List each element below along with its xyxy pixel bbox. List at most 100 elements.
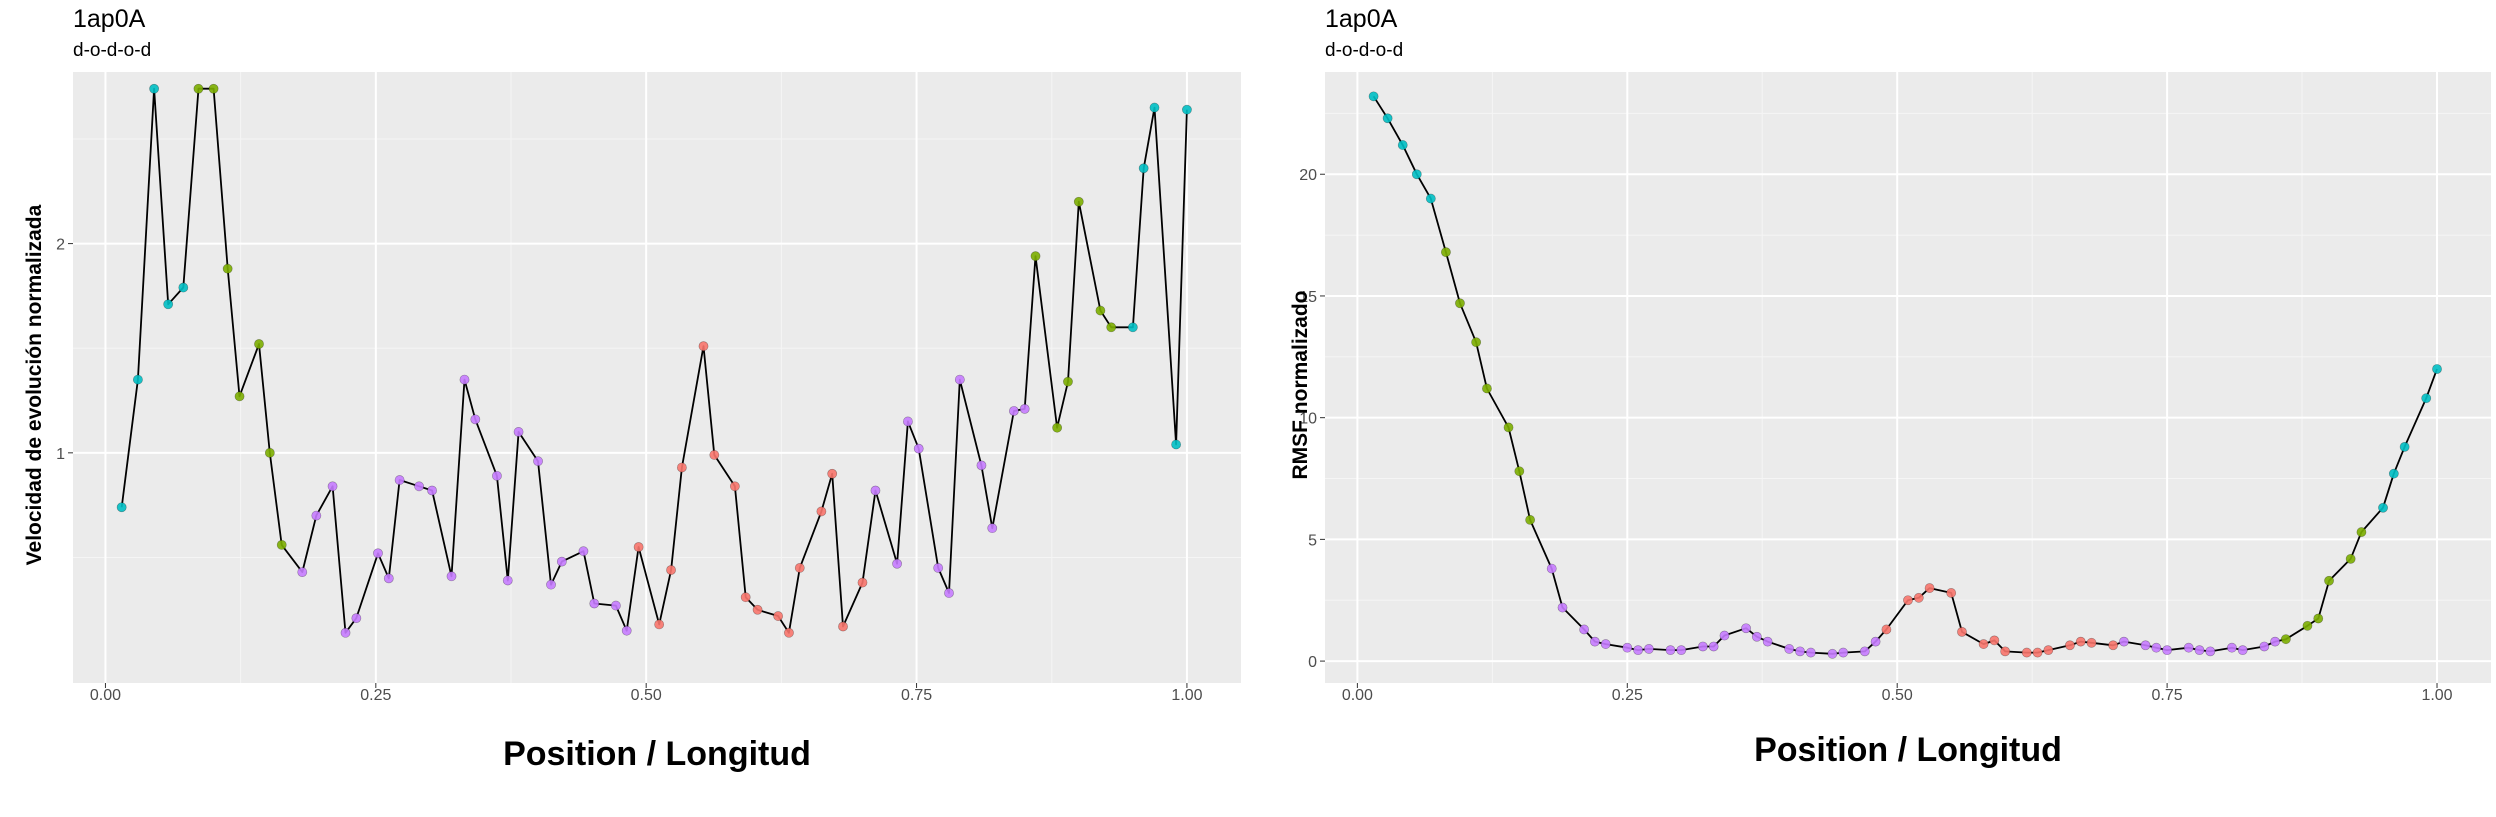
- data-point: [827, 468, 838, 479]
- data-point: [264, 447, 275, 458]
- data-point: [297, 567, 308, 577]
- data-point: [2237, 645, 2248, 656]
- data-point: [944, 588, 954, 598]
- data-point: [2356, 527, 2367, 537]
- data-point: [2065, 640, 2075, 651]
- data-point: [208, 83, 219, 94]
- data-point: [740, 592, 751, 603]
- x-axis-label: Position / Longitud: [1754, 731, 2062, 769]
- data-point: [698, 341, 709, 352]
- data-point: [470, 414, 481, 425]
- data-point: [2378, 502, 2388, 513]
- data-point: [276, 539, 287, 550]
- data-point: [2183, 642, 2194, 653]
- data-point: [1827, 648, 1838, 659]
- x-tick-label: 0.50: [631, 687, 662, 704]
- data-point: [2194, 645, 2205, 656]
- data-point: [2388, 468, 2399, 479]
- y-axis-label: Velocidad de evolución normalizada: [23, 204, 46, 566]
- data-point: [1805, 647, 1816, 658]
- data-point: [1368, 91, 1379, 102]
- data-point: [1149, 102, 1160, 113]
- y-tick-label: 2: [56, 237, 65, 254]
- data-point: [816, 506, 827, 517]
- y-tick-label: 20: [1299, 167, 1317, 184]
- data-point: [132, 374, 143, 385]
- chart-subtitle: d-o-d-o-d: [73, 40, 152, 61]
- data-point: [2032, 647, 2043, 658]
- data-point: [1946, 588, 1957, 598]
- data-point: [1471, 337, 1482, 348]
- data-point: [546, 579, 556, 590]
- data-point: [178, 282, 189, 293]
- data-point: [1127, 322, 1138, 333]
- data-point: [2108, 640, 2119, 651]
- plot-area: 0.00 0.25 0.50 0.75 1.00 0 5 10 15 20: [1299, 72, 2491, 704]
- x-tick-label: 0.75: [901, 687, 932, 704]
- data-point: [1643, 644, 1654, 654]
- data-point: [1708, 641, 1719, 652]
- data-point: [784, 627, 794, 638]
- plot-area: 0.00 0.25 0.50 0.75 1.00 1 2: [56, 72, 1241, 704]
- data-point: [427, 485, 437, 496]
- data-point: [254, 339, 264, 349]
- data-point: [2205, 646, 2216, 657]
- data-point: [870, 485, 881, 496]
- data-point: [459, 374, 470, 385]
- data-point: [1095, 305, 1106, 316]
- data-point: [933, 563, 944, 573]
- data-point: [1665, 645, 1676, 656]
- data-point: [556, 556, 567, 567]
- data-point: [773, 611, 784, 621]
- data-point: [1482, 383, 1492, 394]
- data-point: [351, 613, 362, 624]
- chart-panel-left: 1ap0A d-o-d-o-d 0.00 0.25 0.50 0.75 1.00 1 2 V…: [23, 5, 1241, 773]
- data-point: [116, 502, 127, 513]
- data-point: [533, 456, 543, 467]
- data-point: [1514, 466, 1525, 477]
- data-point: [2140, 640, 2151, 651]
- data-point: [2421, 393, 2432, 404]
- data-point: [1579, 624, 1590, 635]
- data-point: [234, 391, 245, 402]
- data-point: [709, 450, 720, 460]
- data-point: [1546, 563, 1557, 574]
- data-point: [1881, 624, 1892, 635]
- chart-subtitle: d-o-d-o-d: [1325, 40, 1404, 61]
- data-point: [1441, 247, 1451, 258]
- data-point: [1397, 140, 1408, 150]
- data-point: [1106, 322, 1117, 333]
- panel-background: [73, 72, 1241, 683]
- x-tick-label: 0.00: [90, 687, 121, 704]
- data-point: [394, 475, 405, 485]
- data-point: [2259, 641, 2270, 652]
- data-point: [340, 627, 351, 638]
- data-point: [1859, 646, 1870, 657]
- data-point: [1503, 422, 1514, 433]
- data-point: [1052, 422, 1063, 433]
- data-point: [729, 481, 740, 492]
- data-point: [2345, 553, 2356, 564]
- data-point: [1411, 169, 1422, 180]
- data-point: [1182, 104, 1192, 115]
- data-point: [1957, 626, 1967, 637]
- data-point: [794, 563, 805, 573]
- data-point: [1455, 298, 1465, 309]
- data-point: [1008, 406, 1019, 416]
- data-point: [954, 374, 965, 385]
- data-point: [373, 548, 383, 559]
- data-point: [1073, 196, 1084, 207]
- y-tick-label: 1: [56, 446, 65, 463]
- data-point: [1019, 403, 1030, 414]
- data-point: [589, 598, 600, 609]
- data-point: [2162, 645, 2173, 656]
- data-point: [2151, 642, 2162, 653]
- chart-title: 1ap0A: [73, 5, 146, 33]
- data-point: [1063, 376, 1073, 387]
- data-point: [492, 470, 502, 481]
- data-point: [838, 621, 848, 632]
- data-point: [1590, 636, 1600, 647]
- data-point: [1795, 646, 1805, 657]
- data-point: [193, 83, 204, 94]
- data-point: [513, 427, 524, 437]
